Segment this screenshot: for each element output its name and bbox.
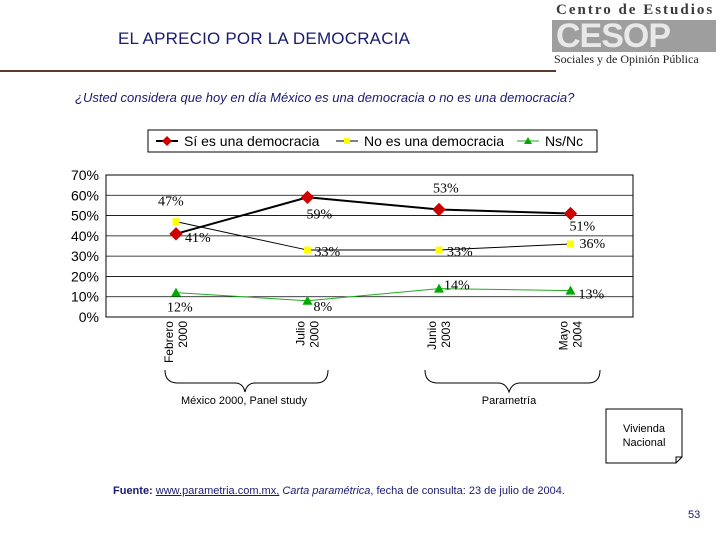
data-point: [432, 202, 446, 217]
legend: Sí es una democracia No es una democracia…: [156, 133, 583, 149]
data-point: [304, 246, 311, 254]
x-tick-label: Mayo 2004: [557, 321, 585, 351]
x-tick-label: Febrero 2000: [162, 321, 190, 363]
source-link[interactable]: www.parametria.com.mx,: [155, 485, 280, 497]
data-label: 51%: [570, 220, 596, 235]
data-label: 12%: [167, 301, 193, 316]
y-tick-label: 60%: [71, 187, 99, 203]
data-point: [171, 287, 181, 297]
group-label-panel-study: México 2000, Panel study: [181, 395, 307, 407]
note-line: Nacional: [623, 437, 666, 449]
data-point: [563, 206, 578, 221]
data-label: 59%: [307, 207, 333, 222]
logo-bottom-text: Sociales y de Opinión Pública: [554, 52, 699, 66]
data-label: 8%: [314, 300, 333, 315]
data-label: 33%: [315, 245, 341, 260]
data-label: 53%: [433, 181, 459, 196]
logo-top-text: Centro de Estudios: [556, 2, 715, 18]
y-tick-label: 40%: [71, 228, 99, 244]
series-group: [169, 190, 578, 305]
source-line: Fuente: www.parametria.com.mx, Carta par…: [113, 485, 565, 497]
plot-area: [105, 174, 634, 318]
data-point: [567, 240, 574, 248]
series-line: [175, 196, 571, 235]
note-line: Vivienda: [623, 423, 666, 435]
line-chart: Sí es una democracia No es una democracia…: [71, 129, 683, 464]
survey-question: ¿Usted considera que hoy en día México e…: [75, 90, 575, 105]
data-point: [169, 227, 183, 241]
note-box-fold: [675, 456, 682, 463]
data-point: [300, 190, 315, 205]
legend-label: Sí es una democracia: [184, 133, 320, 149]
y-tick-label: 0%: [79, 309, 99, 325]
brace-panel-study: [164, 369, 329, 393]
note-box: [605, 408, 683, 464]
legend-marker: [524, 137, 532, 144]
data-labels: 41% 59% 53% 51% 47% 33% 33% 36% 12% 8% 14% 13%: [158, 181, 606, 315]
page-number: 53: [688, 509, 701, 521]
source-publication: Carta paramétrica: [282, 485, 371, 497]
x-tick-line: 2003: [439, 321, 453, 348]
note-text: Vivienda Nacional: [623, 423, 666, 449]
data-label: 41%: [185, 231, 211, 246]
x-tick-line: Febrero: [162, 321, 176, 363]
legend-marker: [162, 136, 172, 146]
logo-mark: CESOP: [556, 17, 671, 55]
brace-parametria: [424, 369, 601, 394]
data-label: 14%: [444, 279, 470, 294]
data-label: 13%: [579, 288, 605, 303]
y-tick-label: 50%: [71, 208, 99, 224]
y-tick-label: 20%: [71, 268, 99, 284]
title-divider: [0, 70, 556, 72]
y-axis: 0% 10% 20% 30% 40% 50% 60% 70%: [71, 167, 99, 325]
legend-box: [147, 129, 598, 153]
cesop-logo: Centro de Estudios CESOP Sociales y de O…: [552, 2, 716, 70]
data-label: 36%: [580, 237, 606, 252]
logo-bar: [552, 20, 716, 52]
series-line: [175, 221, 571, 251]
x-tick-line: Julio: [294, 321, 308, 346]
source-label: Fuente:: [113, 485, 153, 497]
x-tick-label: Junio 2003: [425, 321, 453, 350]
y-tick-label: 30%: [71, 248, 99, 264]
y-tick-label: 70%: [71, 167, 99, 183]
data-label: 47%: [158, 195, 184, 210]
x-tick-line: 2000: [308, 321, 322, 348]
group-label-parametria: Parametría: [482, 395, 537, 407]
data-point: [172, 218, 180, 226]
data-label: 33%: [447, 245, 473, 260]
slide-title: EL APRECIO POR LA DEMOCRACIA: [118, 29, 411, 48]
legend-label: Ns/Nc: [545, 133, 583, 149]
x-tick-label: Julio 2000: [294, 321, 322, 348]
gridlines: [106, 194, 633, 298]
x-tick-line: Junio: [425, 321, 439, 350]
x-tick-line: 2004: [571, 321, 585, 348]
x-tick-line: Mayo: [557, 321, 571, 351]
data-point: [435, 246, 443, 254]
data-point: [565, 285, 576, 295]
source-date: , fecha de consulta: 23 de julio de 2004…: [370, 485, 565, 497]
y-tick-label: 10%: [71, 289, 99, 305]
series-line: [175, 288, 571, 302]
data-point: [302, 295, 313, 305]
x-axis: Febrero 2000 Julio 2000 Junio 2003 Mayo 2004: [162, 321, 585, 363]
legend-label: No es una democracia: [364, 133, 504, 149]
x-tick-line: 2000: [176, 321, 190, 348]
data-point: [434, 283, 444, 293]
legend-marker: [344, 138, 350, 144]
